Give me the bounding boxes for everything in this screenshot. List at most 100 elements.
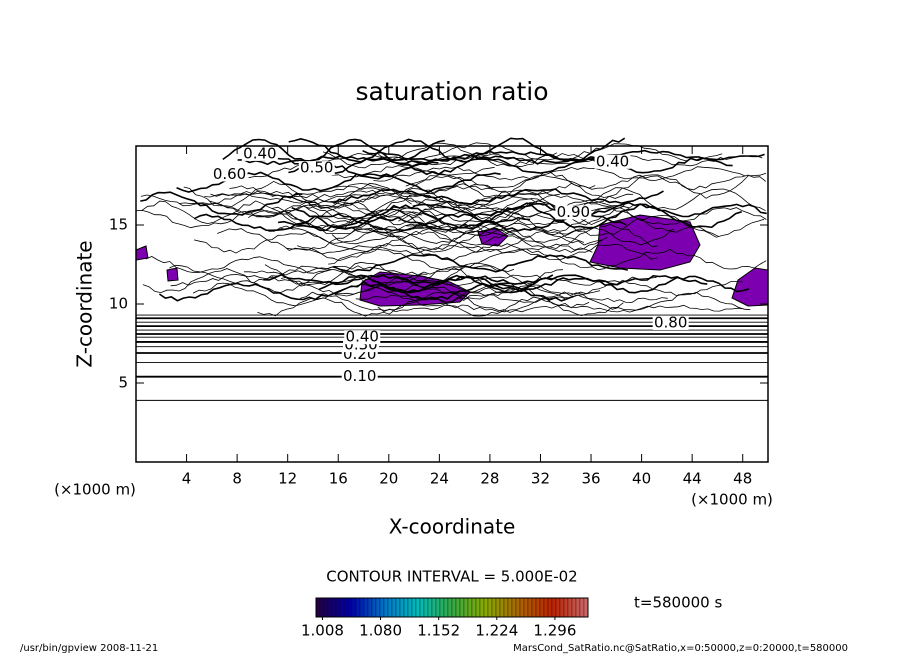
- colorbar-cell: [331, 597, 337, 618]
- contour-line: [258, 156, 733, 176]
- fill-region: [731, 267, 769, 307]
- contour-line: [257, 296, 624, 317]
- colorbar-cell: [507, 597, 513, 618]
- label-bg: [298, 161, 335, 176]
- contour-label: 0.80: [654, 313, 687, 331]
- contour-line: [398, 212, 765, 238]
- fill-region: [589, 214, 701, 271]
- colorbar-cell: [479, 597, 485, 618]
- colorbar-cell: [379, 597, 385, 618]
- colorbar-cell: [391, 597, 397, 618]
- contour-label: 0.10: [343, 367, 376, 385]
- fill-region: [166, 267, 179, 282]
- colorbar-cell: [403, 597, 409, 618]
- chart-title: saturation ratio: [355, 77, 548, 106]
- colorbar-cell: [415, 597, 421, 618]
- y-tick-label: 5: [118, 374, 128, 392]
- colorbar-cell: [571, 597, 577, 618]
- colorbar-cell: [327, 597, 333, 618]
- contour-label: 0.40: [243, 144, 276, 162]
- colorbar-cell: [511, 597, 517, 618]
- x-tick-label: 28: [480, 470, 499, 488]
- colorbar-cell: [335, 597, 341, 618]
- colorbar-cell: [359, 597, 365, 618]
- colorbar-cell: [351, 597, 357, 618]
- contour-line: [183, 180, 412, 209]
- colorbar-cell: [439, 597, 445, 618]
- colorbar-frame: [315, 597, 589, 618]
- colorbar-cell: [527, 597, 533, 618]
- colorbar-cell: [407, 597, 413, 618]
- label-bg: [344, 330, 381, 345]
- x-tick-label: 44: [683, 470, 702, 488]
- colorbar-cell: [339, 597, 345, 618]
- contour-line: [376, 275, 750, 294]
- colorbar-cell: [583, 597, 589, 618]
- colorbar-cell: [427, 597, 433, 618]
- contour-line: [333, 253, 628, 273]
- contour-line: [263, 273, 708, 286]
- colorbar-cell: [343, 597, 349, 618]
- colorbar-cell: [543, 597, 549, 618]
- x-tick-label: 12: [278, 470, 297, 488]
- contour-line: [288, 137, 626, 163]
- contour-label: 0.60: [213, 165, 246, 183]
- contour-line: [303, 197, 640, 226]
- x-tick-label: 48: [733, 470, 752, 488]
- contour-line: [322, 142, 558, 169]
- contour-line: [178, 199, 630, 218]
- colorbar-cell: [559, 597, 565, 618]
- colorbar-label: 1.224: [475, 622, 518, 640]
- colorbar-cell: [383, 597, 389, 618]
- contour-label: 0.40: [596, 152, 629, 170]
- x-tick-label: 20: [379, 470, 398, 488]
- contour-line: [193, 230, 585, 254]
- colorbar-cell: [459, 597, 465, 618]
- contour-line: [362, 149, 765, 162]
- contour-label: 0.90: [557, 203, 590, 221]
- contour-line: [271, 193, 560, 221]
- colorbar-cell: [347, 597, 353, 618]
- colorbar-cell: [431, 597, 437, 618]
- colorbar-cell: [555, 597, 561, 618]
- contour-line: [405, 187, 766, 212]
- time-label: t=580000 s: [634, 594, 722, 612]
- contour-line: [237, 153, 616, 166]
- colorbar-cell: [467, 597, 473, 618]
- colorbar-cell: [575, 597, 581, 618]
- label-bg: [211, 167, 248, 182]
- contour-line: [318, 274, 554, 294]
- contour-line: [217, 227, 608, 253]
- contour-line: [204, 193, 379, 204]
- colorbar-cell: [375, 597, 381, 618]
- contour-line: [229, 185, 494, 198]
- contour-line: [350, 222, 592, 235]
- x-tick-label: 4: [182, 470, 192, 488]
- colorbar-cell: [471, 597, 477, 618]
- contour-line: [279, 223, 478, 234]
- contour-line: [334, 279, 743, 297]
- colorbar-cell: [499, 597, 505, 618]
- colorbar-cell: [579, 597, 585, 618]
- label-bg: [594, 154, 631, 169]
- colorbar-cell: [519, 597, 525, 618]
- contour-line: [355, 294, 668, 304]
- contour-line: [377, 304, 744, 313]
- contour-line: [281, 274, 534, 296]
- colorbar-cell: [395, 597, 401, 618]
- colorbar-label: 1.080: [359, 622, 402, 640]
- contour-line: [248, 164, 495, 179]
- colorbar-cell: [451, 597, 457, 618]
- label-bg: [555, 205, 592, 220]
- contour-line: [247, 209, 423, 235]
- y-axis-label: Z-coordinate: [73, 240, 97, 367]
- colorbar-cell: [535, 597, 541, 618]
- colorbar-cell: [495, 597, 501, 618]
- x-unit: (×1000 m): [691, 491, 773, 509]
- colorbar-cell: [411, 597, 417, 618]
- colorbar-cell: [539, 597, 545, 618]
- colorbar-cell: [491, 597, 497, 618]
- contour-line: [158, 281, 574, 302]
- y-tick-label: 10: [109, 295, 128, 313]
- colorbar-label: 1.296: [533, 622, 576, 640]
